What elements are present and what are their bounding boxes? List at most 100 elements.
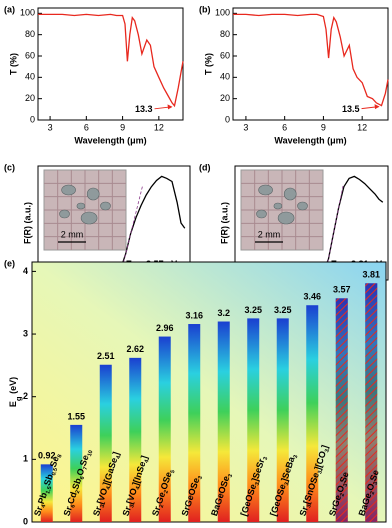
- value-label: 3.25: [274, 305, 292, 315]
- value-label: 0.92: [38, 451, 56, 461]
- bar: [276, 318, 289, 522]
- plot-background: [32, 262, 386, 522]
- y-axis-label: F(R) (a.u.): [219, 202, 229, 244]
- y-axis-label-sub: g: [14, 396, 23, 401]
- bar-hatch: [365, 283, 378, 522]
- y-tick-label: 20: [25, 93, 35, 103]
- category-label-part: Sr: [32, 505, 45, 518]
- bar: [40, 464, 53, 522]
- category-label-sub: 4: [106, 485, 113, 491]
- category-label-part: O: [335, 484, 347, 494]
- annotation-arrowhead: [374, 104, 380, 110]
- inset-crystal: [258, 184, 273, 196]
- y-axis-label: T (%): [203, 53, 213, 75]
- value-label: 3.2: [217, 308, 230, 318]
- bar: [247, 318, 260, 522]
- category-label-sub: 2: [370, 491, 377, 496]
- plot-frame: [232, 7, 389, 121]
- y-axis-label-part: (eV): [8, 377, 18, 397]
- category-label-part: Ge: [154, 491, 167, 506]
- y-tick-label: 20: [220, 93, 230, 103]
- value-label: 1.55: [67, 411, 85, 421]
- inset-crystal: [297, 201, 308, 211]
- value-label: 3.16: [185, 310, 203, 320]
- category-label: Sr6Cd2Sb6O7Se10: [62, 448, 95, 518]
- panel-label: (c): [4, 162, 15, 172]
- category-label-part: Sb: [42, 472, 55, 487]
- bar: [306, 305, 319, 522]
- x-tick-label: 12: [357, 122, 367, 132]
- inset-crystal: [61, 184, 76, 196]
- y-tick-label: 2: [23, 391, 28, 401]
- category-label-sub: 2: [164, 490, 171, 495]
- y-tick-label: 60: [25, 50, 35, 60]
- data-line: [233, 13, 389, 107]
- value-label: 3.25: [244, 305, 262, 315]
- y-axis-label: Eg (eV): [8, 377, 22, 407]
- inset-crystal: [80, 211, 98, 225]
- value-label: 2.62: [126, 344, 144, 354]
- category-label-part: [VO: [125, 487, 139, 505]
- category-label-part: Se: [48, 455, 61, 469]
- category-label-part: [VO: [95, 487, 109, 505]
- category-label-part: Pb: [36, 491, 49, 506]
- bar-hatch: [335, 298, 348, 522]
- x-tick-label: 3: [243, 122, 248, 132]
- y-tick-label: 100: [20, 8, 35, 18]
- category-label-sub: 3: [307, 504, 314, 509]
- y-tick-label: 80: [25, 29, 35, 39]
- category-label-sub: 2: [75, 490, 82, 495]
- y-tick-label: 60: [220, 50, 230, 60]
- category-label-part: O: [75, 467, 87, 477]
- inset-crystal: [59, 209, 70, 219]
- category-label-part: Se: [78, 454, 91, 468]
- category-label-part: Sr: [150, 505, 163, 518]
- inset-crystal: [256, 209, 267, 219]
- bar: [158, 336, 171, 522]
- value-label: 3.46: [303, 292, 321, 302]
- scale-label: 2 mm: [258, 229, 281, 239]
- inset-crystal: [100, 201, 111, 211]
- x-tick-label: 3: [48, 122, 53, 132]
- category-label-sub: 7: [83, 466, 90, 471]
- category-label-part: O: [365, 482, 377, 492]
- category-label-sub: 3: [373, 481, 380, 486]
- category-label-sub: 3: [325, 449, 332, 454]
- scale-label: 2 mm: [61, 229, 84, 239]
- category-label-sub: 2: [340, 493, 347, 498]
- category-label-part: Sr: [298, 505, 311, 518]
- bar: [70, 424, 83, 522]
- category-label-sub: 3: [100, 504, 107, 509]
- category-label-sub: 8: [57, 454, 64, 459]
- category-label-sub: 0.5: [52, 467, 60, 476]
- x-tick-label: 9: [321, 122, 326, 132]
- category-label-sub: 4: [116, 455, 123, 461]
- category-label-part: ]: [111, 451, 121, 457]
- bar: [99, 364, 112, 522]
- data-line: [38, 13, 184, 108]
- y-tick-label: 100: [215, 8, 230, 18]
- category-label-sub: 5: [170, 470, 177, 475]
- panel-label: (e): [4, 258, 15, 268]
- x-axis-label: Wavelength (μm): [274, 135, 346, 145]
- y-tick-label: 1: [23, 454, 28, 464]
- y-tick-label: 0: [225, 114, 230, 124]
- panel-label: (a): [4, 4, 15, 14]
- category-label-part: Cd: [66, 491, 79, 506]
- category-label-sub: 3: [228, 474, 235, 479]
- y-axis-label-part: E: [8, 401, 18, 407]
- category-label: Sr4Pb1.5Sb0.5Se8: [32, 452, 64, 518]
- y-tick-label: 4: [23, 266, 28, 276]
- panel-label: (b): [199, 4, 211, 14]
- category-label-part: Sr: [62, 505, 75, 518]
- inset-crystal: [277, 211, 295, 225]
- category-label-sub: 4: [136, 485, 143, 491]
- y-tick-label: 0: [23, 516, 28, 526]
- category-label-part: Sr: [91, 505, 104, 518]
- category-label-sub: 1.5: [46, 486, 54, 495]
- panel-label: (d): [199, 162, 211, 172]
- category-label-part: Se: [338, 471, 351, 485]
- category-label-part: ]: [139, 454, 149, 460]
- x-tick-label: 6: [84, 122, 89, 132]
